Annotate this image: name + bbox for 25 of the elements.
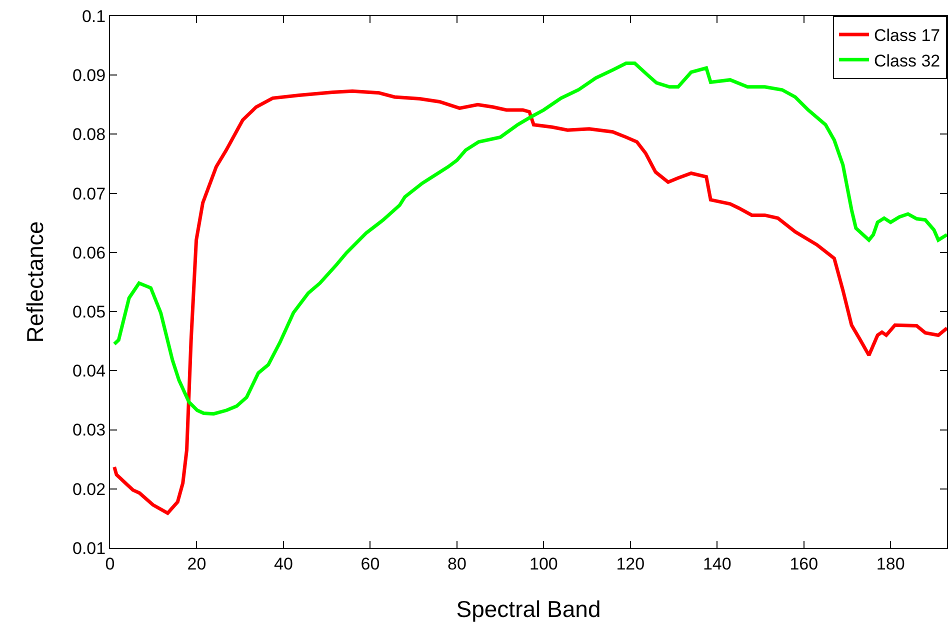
x-tick-label: 160 — [790, 554, 818, 574]
y-axis-title: Reflectance — [22, 221, 48, 343]
y-tick-label: 0.04 — [72, 362, 106, 381]
y-tick-label: 0.09 — [72, 66, 106, 86]
y-tick-label: 0.05 — [72, 302, 106, 322]
x-tick-label: 20 — [187, 554, 206, 574]
legend-label: Class 32 — [874, 51, 940, 70]
y-tick-label: 0.06 — [72, 243, 106, 262]
y-tick-label: 0.02 — [72, 480, 106, 499]
y-tick-label: 0.07 — [72, 184, 106, 204]
x-axis-title: Spectral Band — [456, 596, 601, 622]
x-tick-label: 80 — [447, 554, 466, 574]
y-tick-label: 0.08 — [72, 125, 106, 144]
x-tick-label: 120 — [616, 554, 645, 574]
x-tick-label: 40 — [274, 554, 293, 574]
x-tick-label: 100 — [529, 554, 558, 574]
line-series — [112, 89, 947, 515]
x-tick-label: 140 — [702, 554, 732, 574]
y-tick-label: 0.01 — [72, 538, 106, 558]
x-tick-label: 0 — [105, 554, 115, 574]
x-tick-label: 180 — [876, 554, 905, 574]
legend-label: Class 17 — [874, 26, 940, 46]
x-tick-label: 60 — [360, 554, 380, 574]
y-tick-label: 0.03 — [72, 420, 106, 440]
y-tick-label: 0.1 — [82, 6, 106, 26]
